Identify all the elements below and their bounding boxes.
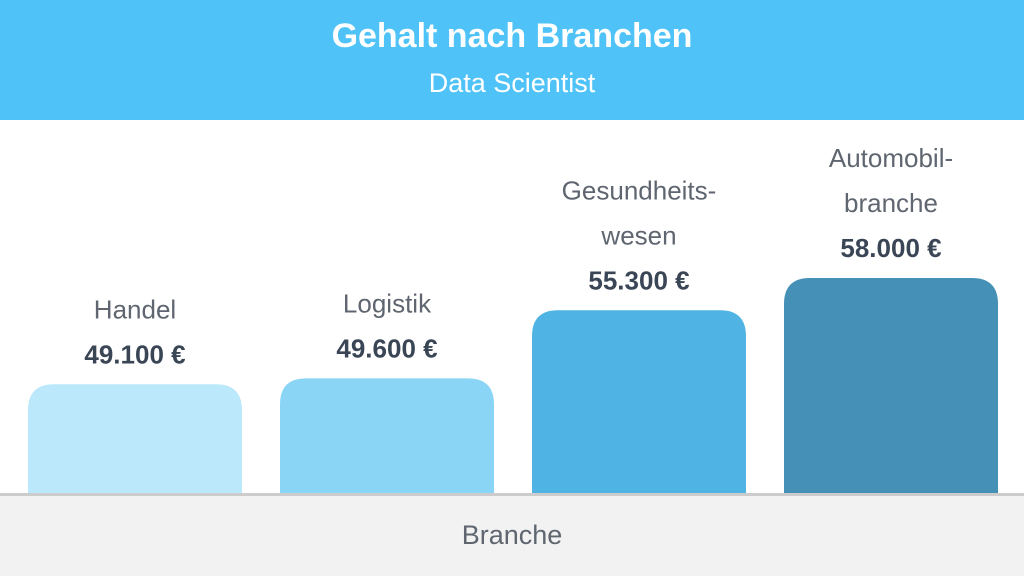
- bar-1: [280, 378, 494, 493]
- bar-category-label: Logistik: [343, 288, 432, 318]
- chart-subtitle: Data Scientist: [428, 68, 596, 98]
- chart-title: Gehalt nach Branchen: [331, 17, 693, 55]
- bar-category-label: wesen: [600, 220, 676, 250]
- bar-2: [532, 310, 746, 493]
- bar-value-label: 55.300 €: [588, 265, 689, 295]
- bar-category-label: Gesundheits-: [562, 175, 717, 205]
- bar-category-label: Automobil-: [829, 143, 953, 173]
- x-axis-footer: Branche: [0, 493, 1024, 576]
- chart-header: Gehalt nach Branchen Data Scientist: [0, 0, 1024, 120]
- bar-value-label: 49.600 €: [336, 333, 437, 363]
- bar-3: [784, 278, 998, 493]
- bar-category-label: branche: [844, 188, 938, 218]
- x-axis-label: Branche: [461, 520, 563, 550]
- bar-value-label: 58.000 €: [840, 233, 941, 263]
- bar-category-label: Handel: [94, 294, 176, 324]
- bar-value-label: 49.100 €: [84, 339, 185, 369]
- bar-0: [28, 384, 242, 493]
